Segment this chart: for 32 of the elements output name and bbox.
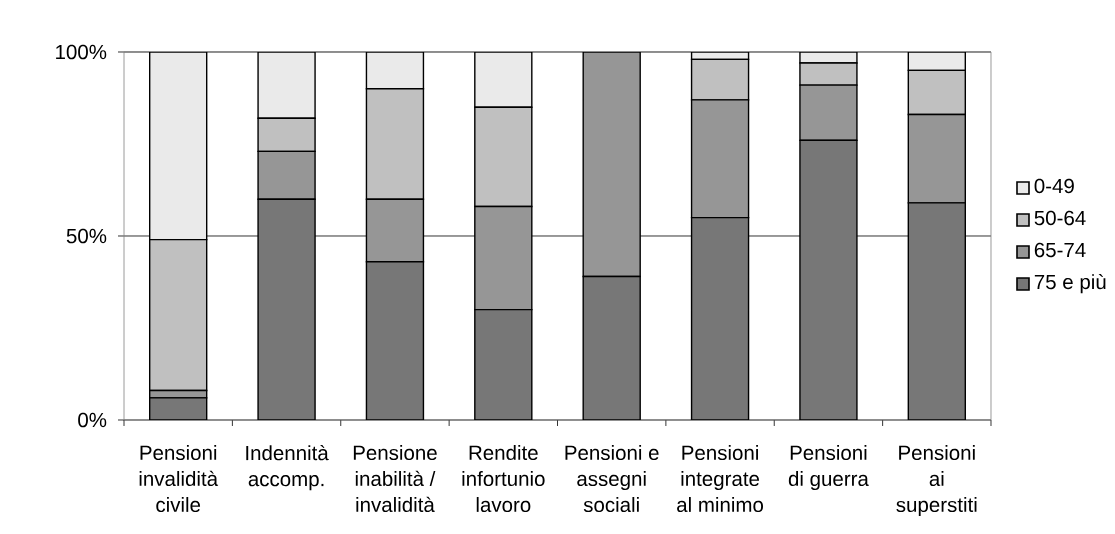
bar	[907, 51, 967, 72]
y-tick-label: 50%	[66, 228, 107, 244]
legend-label: 65-74	[1034, 242, 1086, 258]
bar	[257, 51, 316, 119]
x-tick-label: Pensioni ai superstiti	[896, 445, 977, 517]
x-tick-label: Rendite infortunio lavoro	[462, 445, 545, 513]
bar	[474, 205, 533, 311]
bar	[690, 99, 750, 219]
bar	[799, 62, 858, 86]
x-tick-label: Indennità accomp.	[246, 445, 329, 491]
legend-label: 0-49	[1034, 178, 1074, 194]
x-tick-label: Pensioni invalidità civile	[139, 445, 219, 513]
y-tick-label: 0%	[78, 412, 107, 428]
x-tick-label: Pensioni integrate al minimo	[677, 445, 764, 513]
legend-label: 50-64	[1034, 210, 1086, 226]
bar	[365, 51, 425, 90]
bar	[474, 51, 533, 108]
bar	[365, 198, 425, 263]
bar	[365, 88, 425, 200]
bar	[257, 117, 316, 153]
bar	[690, 58, 750, 101]
x-tick-label: Pensioni di guerra	[788, 445, 869, 491]
bar	[257, 150, 316, 200]
bar	[582, 51, 641, 278]
bar	[907, 113, 967, 204]
bar	[799, 84, 858, 142]
x-tick-label: Pensioni e assegni sociali	[565, 445, 659, 513]
x-tick-label: Pensione inabilità / invalidità	[353, 445, 437, 513]
bar	[474, 106, 533, 208]
bar	[149, 51, 208, 241]
legend-label: 75 e più	[1034, 273, 1106, 294]
y-tick-label: 100%	[56, 44, 107, 60]
